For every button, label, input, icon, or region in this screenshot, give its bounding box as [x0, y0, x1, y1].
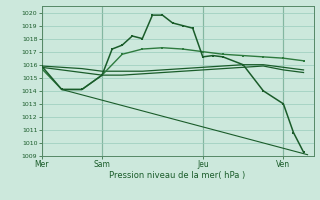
- X-axis label: Pression niveau de la mer( hPa ): Pression niveau de la mer( hPa ): [109, 171, 246, 180]
